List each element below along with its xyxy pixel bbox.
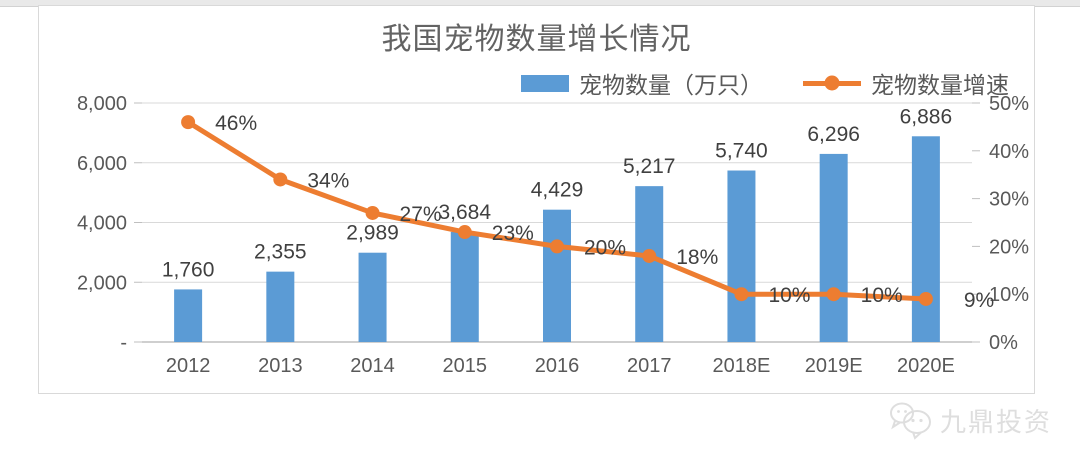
growth-rate-marker [550, 239, 564, 254]
legend-label-growth-rate: 宠物数量增速 [871, 72, 1009, 98]
bar-2017 [635, 186, 664, 342]
bar-2020E [911, 136, 940, 342]
left-axis-tick-label: 8,000 [77, 93, 127, 115]
chart-legend: 宠物数量（万只） 宠物数量增速 [521, 66, 1009, 100]
bar-2013 [266, 271, 295, 342]
x-axis-category-label: 2018E [713, 355, 771, 377]
bar-value-label: 2,989 [346, 222, 399, 245]
bar-value-label: 3,684 [438, 201, 491, 224]
right-axis-tick-label: 0% [989, 332, 1018, 354]
left-axis-tick-label: 6,000 [77, 153, 127, 175]
growth-rate-label: 46% [215, 112, 257, 135]
legend-line-swatch-icon [803, 75, 861, 91]
growth-rate-marker [734, 287, 749, 302]
right-axis-tick-label: 40% [989, 141, 1029, 163]
bar-value-label: 6,296 [807, 123, 860, 146]
growth-rate-label: 20% [584, 236, 626, 259]
bar-value-label: 4,429 [531, 179, 584, 202]
legend-label-pet-count: 宠物数量（万只） [579, 72, 763, 98]
chart-container: 我国宠物数量增长情况 宠物数量（万只） 宠物数量增速 8,000 6,000 4,0… [38, 5, 1035, 394]
bar-value-label: 6,886 [900, 105, 953, 128]
bar-2016 [543, 209, 571, 342]
growth-rate-label: 23% [492, 222, 534, 245]
right-axis-tick-label: 30% [989, 189, 1029, 211]
x-axis-category-label: 2012 [166, 355, 211, 377]
left-axis-tick-label: - [120, 332, 127, 354]
right-axis-tick-label: 10% [989, 284, 1029, 306]
x-axis-category-label: 2013 [258, 355, 303, 377]
watermark-label: 九鼎投资 [940, 407, 1053, 437]
growth-rate-marker [918, 291, 933, 306]
bar-2019E [819, 153, 848, 342]
bar-2018E [727, 170, 756, 342]
legend-item-pet-count: 宠物数量（万只） [521, 66, 763, 100]
legend-line-marker-icon [824, 75, 840, 91]
growth-rate-label: 10% [768, 284, 810, 307]
bar-2014 [358, 252, 387, 342]
x-axis-category-label: 2015 [443, 355, 488, 377]
plot-area: 8,000 6,000 4,000 2,000 - 50% 40% 30% 20% 10% 0% 20… [77, 93, 1029, 377]
bar-2015 [450, 231, 479, 342]
x-axis-category-label: 2016 [535, 355, 580, 377]
right-axis-tick-label: 50% [989, 93, 1029, 115]
left-axis-tick-label: 2,000 [77, 272, 127, 294]
growth-rate-label: 9% [964, 289, 994, 312]
growth-rate-marker [181, 115, 196, 130]
legend-item-growth-rate: 宠物数量增速 [803, 66, 1009, 100]
legend-bar-swatch-icon [521, 74, 569, 92]
bar-value-label: 2,355 [254, 241, 307, 264]
growth-rate-marker [273, 172, 288, 187]
bar-value-label: 1,760 [162, 258, 215, 281]
bar-value-label: 5,217 [623, 155, 676, 178]
left-axis-tick-label: 4,000 [77, 213, 127, 235]
growth-rate-marker [826, 287, 841, 302]
x-axis-category-label: 2017 [627, 355, 672, 377]
x-axis-category-label: 2014 [350, 355, 395, 377]
bar-value-label: 5,740 [715, 140, 768, 163]
growth-rate-label: 27% [400, 203, 442, 226]
growth-rate-label: 34% [307, 169, 349, 192]
x-axis-category-label: 2019E [805, 355, 863, 377]
right-axis-tick-label: 20% [989, 236, 1029, 258]
bar-2012 [174, 289, 203, 342]
growth-rate-label: 18% [676, 246, 718, 269]
growth-rate-marker [457, 225, 472, 240]
x-axis-category-label: 2020E [897, 355, 955, 377]
growth-rate-marker [642, 248, 657, 263]
growth-rate-marker [365, 205, 380, 220]
growth-rate-label: 10% [861, 284, 903, 307]
wechat-icon [890, 402, 931, 440]
watermark: 九鼎投资 [889, 400, 1052, 440]
chart-title: 我国宠物数量增长情况 [381, 23, 692, 56]
